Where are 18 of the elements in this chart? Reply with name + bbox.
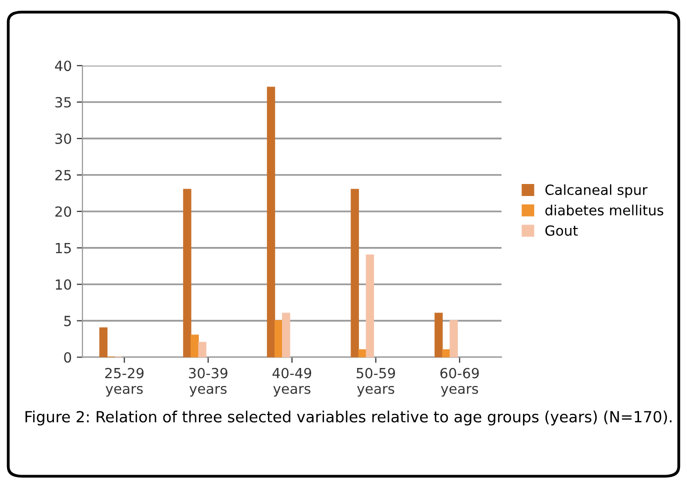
legend-label: diabetes mellitus bbox=[545, 204, 664, 216]
y-tick-label: 30 bbox=[55, 133, 72, 144]
x-tick-label: 40-49 years bbox=[272, 368, 312, 397]
y-tick-label: 10 bbox=[56, 279, 72, 290]
x-tick-label: 60-69 years bbox=[440, 368, 479, 397]
y-tick-label: 40 bbox=[55, 60, 72, 72]
y-tick-label: 15 bbox=[56, 243, 71, 254]
caption: Figure 2: Relation of three selected variables relative to age groups (years) (N=170). bbox=[26, 410, 672, 426]
x-tick-label: 25-29 years bbox=[105, 368, 144, 397]
y-tick-label: 5 bbox=[64, 316, 71, 326]
legend-label: Calcaneal spur bbox=[545, 184, 648, 198]
x-tick-label: 50-59 years bbox=[356, 368, 395, 397]
y-tick-label: 25 bbox=[55, 170, 71, 180]
y-tick-label: 35 bbox=[55, 97, 71, 108]
x-tick-label: 30-39 years bbox=[189, 368, 228, 397]
legend-label: Gout bbox=[545, 225, 578, 236]
y-tick-label: 0 bbox=[64, 352, 72, 363]
y-tick-label: 20 bbox=[55, 206, 72, 217]
